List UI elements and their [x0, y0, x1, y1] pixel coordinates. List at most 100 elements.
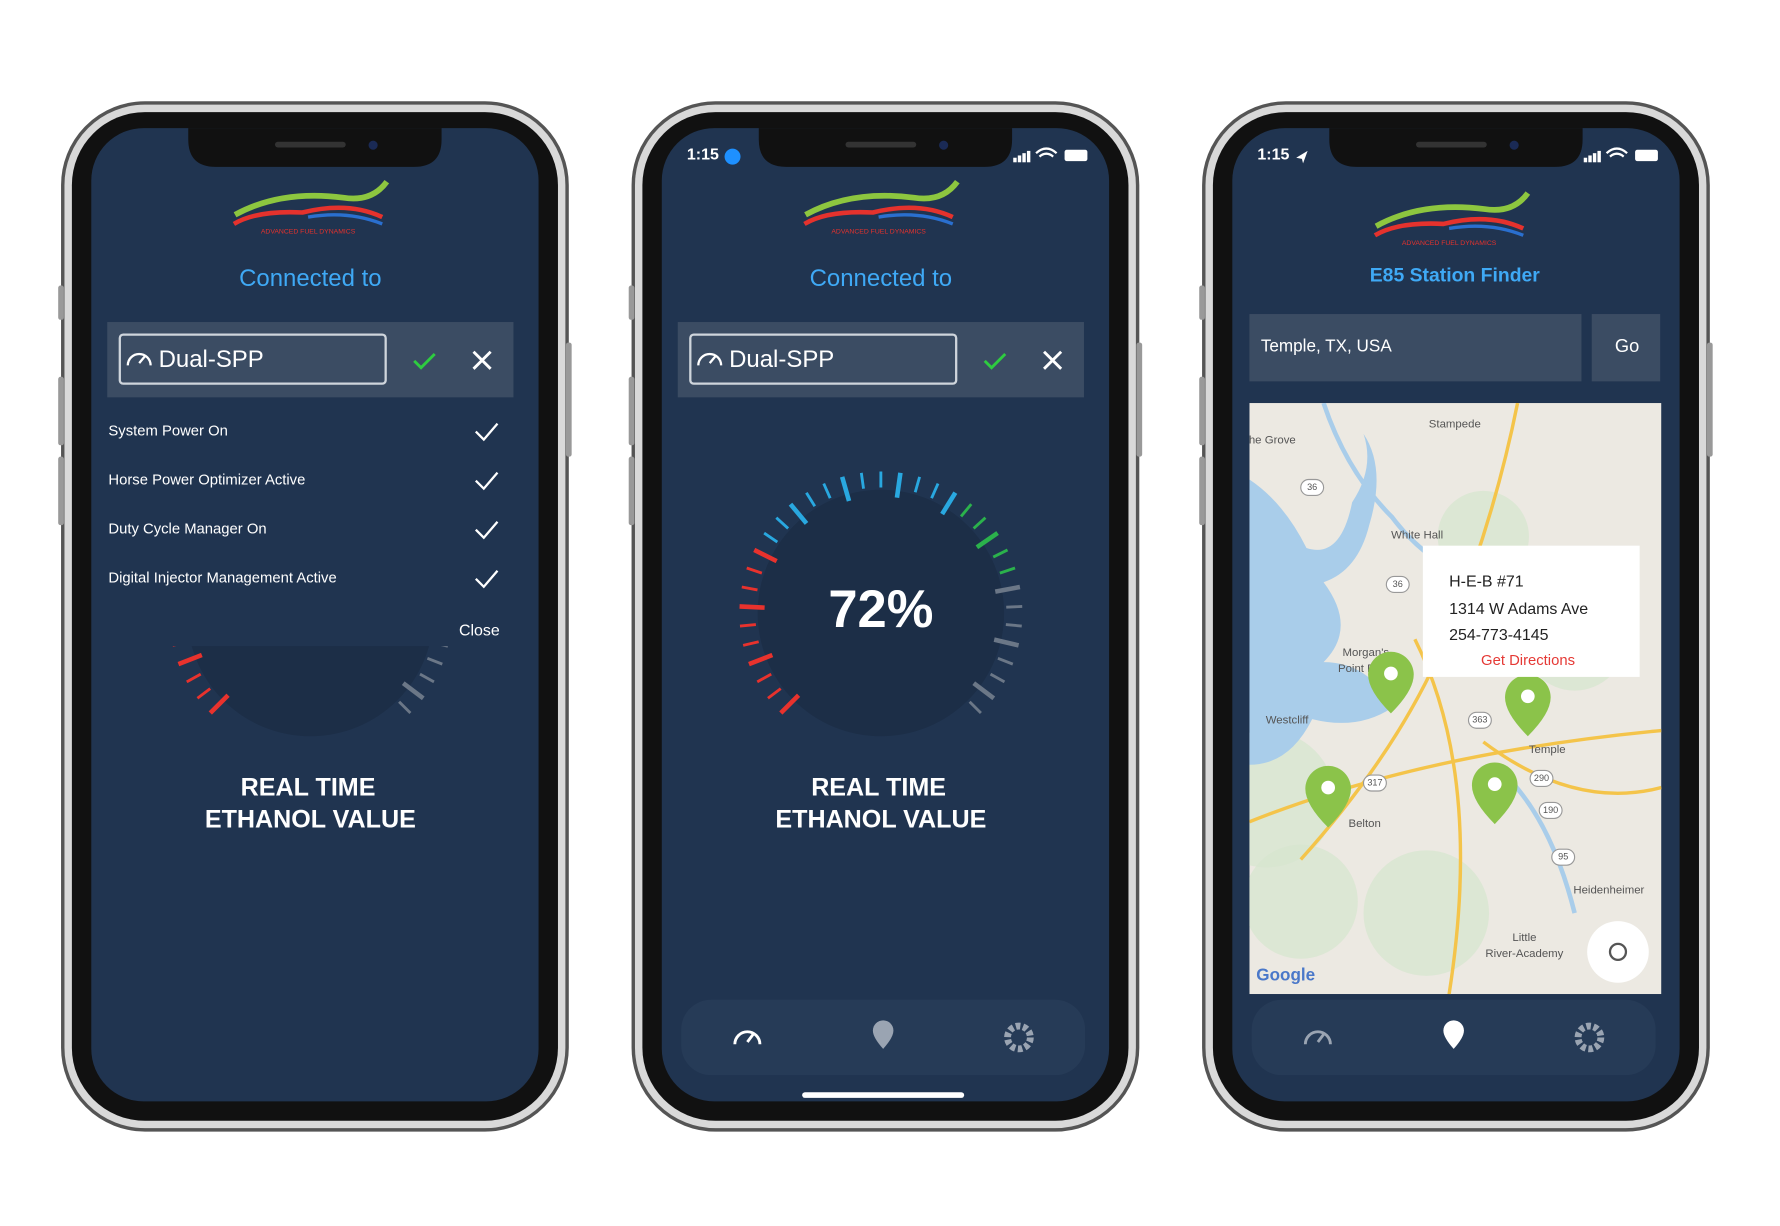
- close-icon[interactable]: [472, 350, 492, 370]
- nav-map[interactable]: [872, 1020, 894, 1049]
- map-pin-dot: [1520, 689, 1535, 704]
- phone: [58, 101, 572, 1132]
- popup: [1422, 545, 1640, 677]
- status-check: [475, 471, 499, 491]
- popup-name: H-E-B #71: [1449, 573, 1524, 590]
- gauge-tick: [177, 652, 203, 667]
- camera: [939, 140, 949, 150]
- gauge-tick: [913, 476, 921, 493]
- gauge-tick: [822, 482, 832, 499]
- logo-text: ADVANCED FUEL DYNAMICS: [261, 229, 356, 236]
- logo-swoosh: [804, 179, 960, 218]
- logo-car-blue: [1448, 224, 1524, 237]
- screen-title: E85 Station Finder: [1370, 265, 1541, 287]
- status-time: 1:15: [687, 147, 719, 164]
- map-label: Stampede: [1429, 419, 1481, 431]
- logo-swoosh: [1374, 191, 1531, 229]
- side-button: [628, 456, 635, 526]
- gauge-tick: [196, 687, 212, 700]
- logo-text: ADVANCED FUEL DYNAMICS: [831, 229, 926, 236]
- speaker: [274, 141, 346, 148]
- map-brand: Google: [1256, 965, 1315, 984]
- signal-bar: [1597, 150, 1601, 163]
- logo-swoosh: [233, 179, 390, 218]
- search-box: [1249, 314, 1582, 382]
- popup-link[interactable]: Get Directions: [1481, 653, 1575, 669]
- map-pin[interactable]: [1305, 765, 1351, 828]
- map-pin[interactable]: [1368, 651, 1414, 714]
- wifi-icon: [1605, 147, 1628, 158]
- side-button: [58, 285, 64, 320]
- map-label: White Hall: [1391, 529, 1443, 541]
- location-icon: [724, 148, 741, 165]
- map-label: River-Academy: [1485, 948, 1563, 960]
- gauge-tick: [972, 681, 996, 701]
- gauge-tick: [426, 657, 443, 666]
- logo-car: [803, 205, 954, 226]
- confirm-icon[interactable]: [413, 352, 436, 370]
- road-label: 363: [1472, 715, 1487, 725]
- search-input[interactable]: Temple, TX, USA: [1261, 337, 1392, 356]
- gauge-tick: [401, 681, 425, 701]
- nav-map[interactable]: [1443, 1020, 1464, 1049]
- gauge-tick: [779, 693, 801, 715]
- close-icon[interactable]: [1043, 350, 1063, 370]
- gauge-tick: [972, 516, 987, 530]
- gauge: [172, 646, 448, 737]
- gauge-tick: [975, 531, 999, 550]
- gauge-tick: [940, 491, 958, 516]
- nav-gauge[interactable]: [733, 1030, 762, 1045]
- gauge-tick: [753, 547, 778, 564]
- map-pin[interactable]: [1505, 674, 1551, 737]
- nav-gauge[interactable]: [1303, 1030, 1332, 1045]
- gauge-tick: [748, 652, 774, 667]
- map-road: [1482, 740, 1662, 795]
- gauge-tick: [775, 516, 790, 530]
- road-shield: [1538, 801, 1563, 819]
- status-check: [475, 520, 499, 540]
- device-name: Dual-SPP: [159, 346, 264, 373]
- gauge-tick: [992, 548, 1009, 559]
- signal-bar: [1022, 153, 1026, 163]
- map-road: [1413, 638, 1463, 995]
- locate-icon: [1608, 942, 1628, 962]
- go-button[interactable]: [1591, 314, 1661, 382]
- gauge-title: REAL TIME: [811, 773, 946, 801]
- map-label: Little: [1512, 932, 1536, 944]
- signal-bar: [1592, 153, 1597, 163]
- notch: [188, 128, 442, 167]
- gauge-tick: [741, 585, 758, 592]
- status-check: [475, 570, 499, 589]
- logo-car: [1373, 216, 1525, 238]
- status-item: Horse Power Optimizer Active: [108, 473, 305, 489]
- device-icon: [697, 352, 723, 366]
- gauge-tick: [1005, 623, 1022, 628]
- road-label: 36: [1307, 482, 1317, 492]
- confirm-icon[interactable]: [983, 352, 1007, 370]
- logo: ADVANCED FUEL DYNAMICS: [803, 179, 960, 236]
- connected-label: Connected to: [810, 265, 953, 292]
- gauge-tick: [208, 693, 230, 715]
- go-button-label[interactable]: Go: [1615, 335, 1639, 356]
- road-shield: [1551, 848, 1576, 866]
- road-shield: [1362, 774, 1387, 792]
- side-button: [1199, 376, 1205, 446]
- map-pin-dot: [1321, 780, 1335, 795]
- side-button: [1706, 342, 1713, 457]
- speaker: [845, 141, 917, 148]
- map-label: Morgan's: [1343, 647, 1390, 659]
- wifi-icon: [1035, 147, 1058, 158]
- side-button: [565, 342, 572, 457]
- locate-button[interactable]: [1587, 921, 1649, 983]
- map-pin[interactable]: [1471, 762, 1518, 825]
- nav-settings[interactable]: [1574, 1022, 1605, 1053]
- gauge-tick: [398, 700, 412, 715]
- road-label: 317: [1367, 777, 1382, 787]
- popup-address: 1314 W Adams Ave: [1449, 601, 1588, 618]
- status-item: Duty Cycle Manager On: [108, 522, 266, 538]
- gauge-tick: [788, 502, 809, 525]
- close-link[interactable]: Close: [459, 622, 500, 639]
- device-box: [118, 333, 387, 385]
